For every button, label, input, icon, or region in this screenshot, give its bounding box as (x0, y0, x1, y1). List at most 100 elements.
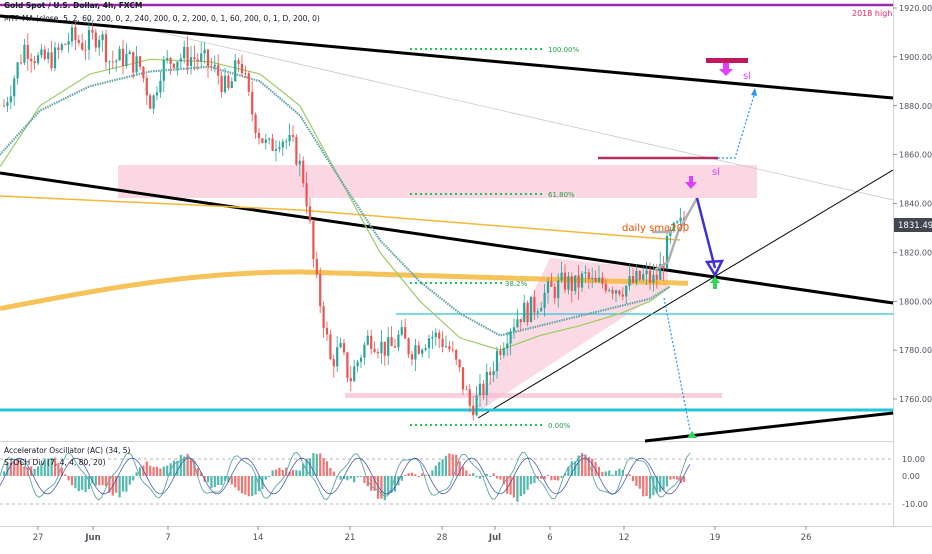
candle-body (540, 308, 543, 312)
candle-body (553, 286, 556, 299)
candle-body (642, 274, 645, 280)
candle-body (81, 42, 84, 50)
ac-bar (135, 472, 138, 476)
ac-bar (472, 473, 475, 476)
candle-body (546, 281, 550, 293)
candle-body (285, 141, 288, 143)
price-axis[interactable]: 1920.00 1900.00 1880.00 1860.00 1840.00 1820.… (893, 4, 932, 404)
candle-body (604, 283, 607, 291)
ac-bar (492, 473, 495, 476)
ac-bar (213, 476, 216, 488)
ac-bar (451, 454, 454, 476)
ac-bar (373, 476, 376, 491)
candle-body (587, 272, 590, 280)
ac-bar (268, 476, 271, 477)
green-small-up-arrow (687, 431, 697, 438)
daily-sma200-line (0, 195, 681, 241)
candle-body (489, 371, 492, 376)
ac-bar (322, 458, 325, 476)
ac-bar (50, 457, 53, 476)
candle-body (196, 59, 199, 62)
candle-body (128, 51, 131, 54)
sma200-label: daily sma200 (622, 223, 689, 234)
candle-body (189, 57, 193, 67)
ac-bar (346, 476, 349, 481)
candle-body (237, 60, 240, 64)
candle-body (278, 147, 281, 150)
candle-body (274, 149, 278, 151)
candle-body (19, 62, 23, 64)
ac-bar (553, 476, 556, 481)
candle-body (482, 383, 485, 396)
ac-bar (359, 476, 363, 477)
candle-body (152, 95, 155, 109)
candle-body (478, 383, 482, 396)
price-tick-label: 1820.00 (899, 248, 932, 257)
candle-body (648, 270, 652, 283)
candle-body (240, 63, 244, 74)
ac-bar (591, 458, 594, 476)
candle-body (217, 64, 220, 76)
candle-body (244, 73, 247, 74)
sl-upper-bar (706, 58, 748, 63)
ac-bar (264, 476, 267, 480)
candle-body (183, 46, 186, 59)
ac-bar (172, 460, 176, 476)
candle-body (135, 56, 138, 73)
ac-bar (70, 476, 74, 486)
candle-body (159, 80, 162, 93)
candle-body (516, 319, 519, 328)
symbol-title: Gold Spot / U.S. Dollar, 4h, FXCM (4, 1, 143, 10)
ac-bar (104, 476, 108, 487)
candle-body (560, 272, 563, 281)
candle-body (468, 389, 471, 406)
ac-bar (43, 458, 46, 476)
ac-bar (278, 467, 281, 476)
candle-body (645, 270, 648, 275)
candle-body (342, 342, 346, 353)
candle-body (43, 49, 46, 60)
candle-body (98, 40, 101, 48)
ac-bar (506, 476, 509, 494)
candle-body (179, 58, 182, 62)
ac-bar (584, 454, 587, 476)
ac-bar (441, 459, 444, 476)
candle-body (230, 81, 233, 88)
candle-body (234, 60, 237, 82)
candle-body (499, 350, 502, 356)
ac-bar (601, 471, 604, 476)
ac-bar (676, 476, 679, 480)
date-tick-label: 14 (253, 533, 264, 543)
ac-bar (349, 476, 352, 479)
ac-bar (614, 470, 618, 476)
ac-bar (655, 476, 658, 494)
ascending-trendline (477, 169, 894, 419)
candle-body (291, 135, 295, 137)
candle-body (631, 276, 635, 283)
stoch-line-k (0, 451, 691, 501)
candle-body (526, 302, 529, 323)
candle-body (509, 331, 512, 344)
date-axis[interactable]: 27 Jun 7 14 21 28 Jul 6 12 19 26 (33, 526, 812, 543)
candle-body (142, 66, 145, 79)
candle-body (390, 337, 393, 347)
candle-body (57, 47, 60, 50)
middle-trendline (0, 171, 894, 305)
ac-bar (546, 475, 550, 476)
candle-body (223, 75, 227, 92)
candle-body (574, 275, 577, 292)
ac-bar (13, 461, 16, 476)
candle-body (594, 277, 597, 282)
ac-bar (77, 476, 80, 492)
ac-bar (40, 463, 43, 476)
current-price-value: 1831.49 (898, 221, 932, 231)
ac-bar (458, 461, 461, 476)
candle-body (397, 334, 400, 348)
candle-body (132, 51, 135, 73)
candle-body (363, 344, 366, 358)
candle-body (512, 327, 516, 332)
faint-trendline (149, 29, 894, 201)
ac-bar (94, 476, 97, 486)
ac-bar (98, 476, 101, 486)
fib-100-label: 100.00% (548, 46, 579, 54)
